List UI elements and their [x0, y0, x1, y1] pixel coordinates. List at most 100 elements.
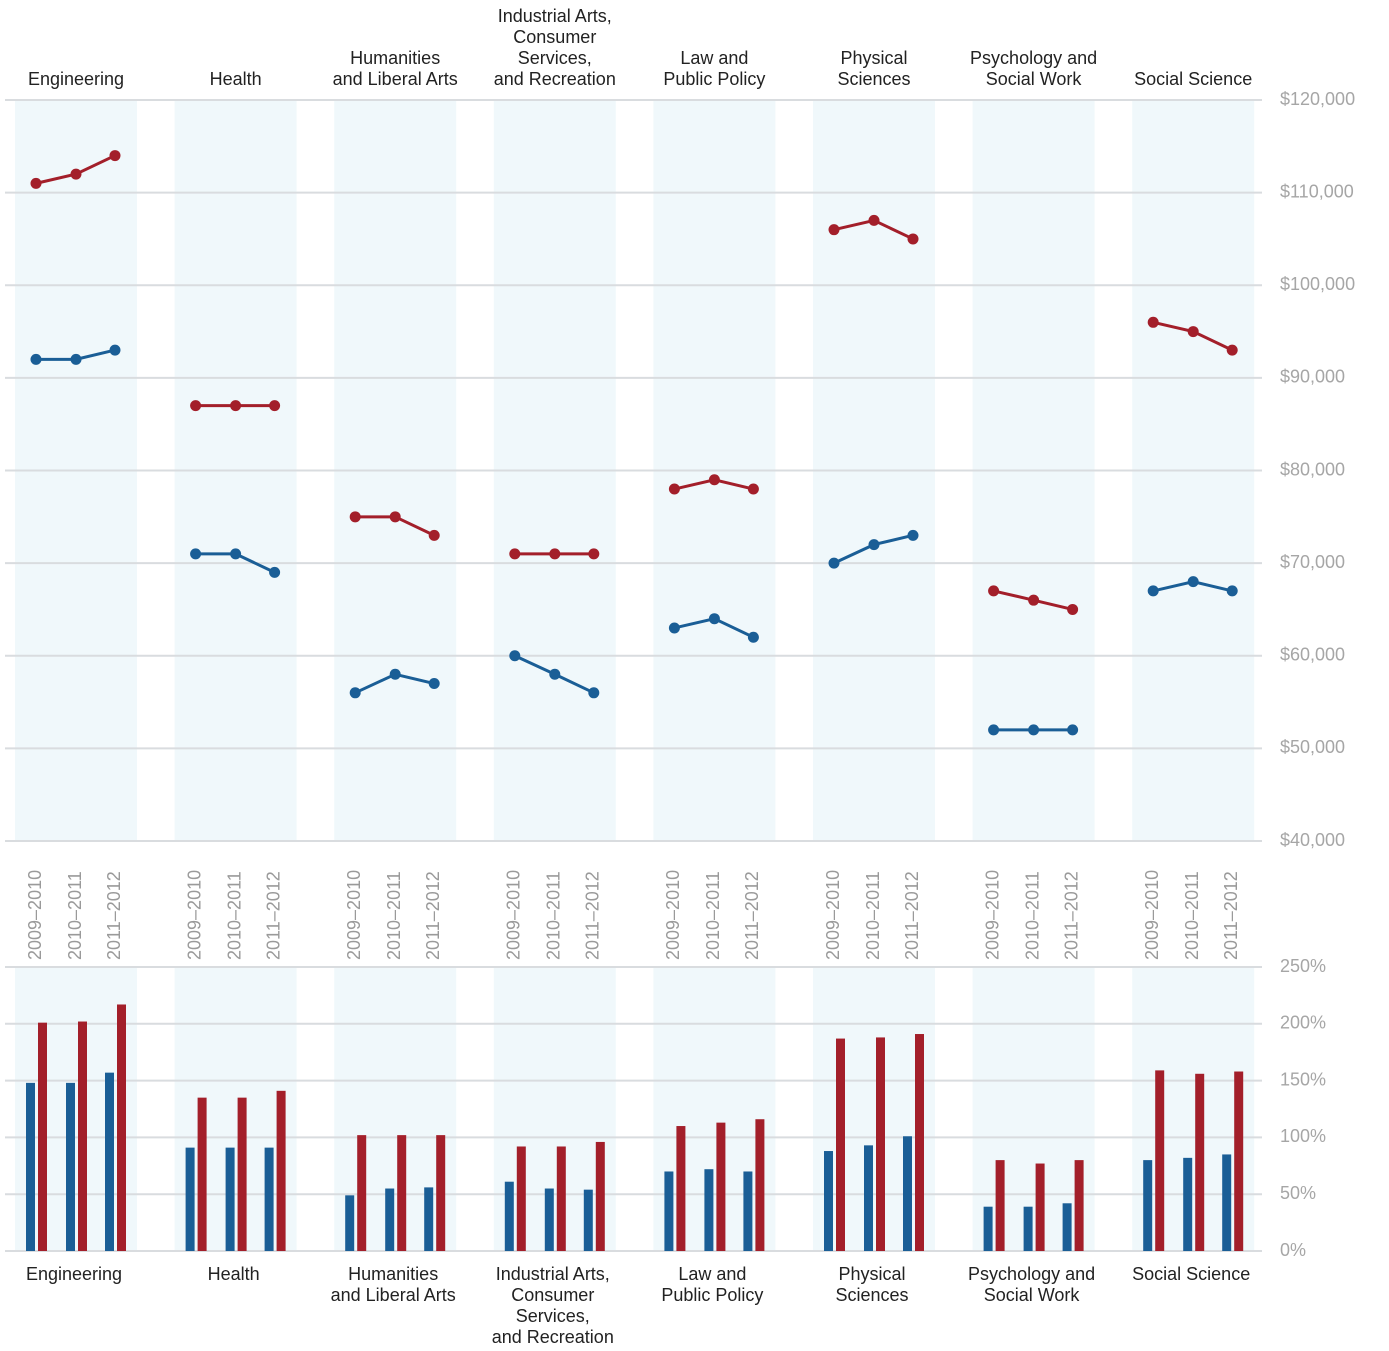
panel-band: [334, 967, 457, 1251]
x-tick-label: 2011–2012: [263, 871, 283, 960]
bar: [225, 1147, 235, 1251]
point: [269, 400, 281, 412]
y-tick-label: $100,000: [1280, 274, 1355, 294]
x-tick-label: 2010–2011: [65, 871, 85, 960]
x-tick-label: 2010–2011: [224, 871, 244, 960]
panel-title: Law and Public Policy: [661, 1264, 764, 1305]
bar: [504, 1181, 514, 1251]
x-tick-label: 2010–2011: [703, 871, 723, 960]
bar: [105, 1072, 114, 1251]
bar: [397, 1135, 407, 1251]
panel-band: [972, 967, 1095, 1251]
bar: [78, 1021, 87, 1251]
bar: [424, 1187, 434, 1251]
bar: [824, 1151, 833, 1251]
point: [988, 724, 1000, 736]
bar: [516, 1146, 526, 1251]
point: [828, 557, 840, 569]
bar: [1183, 1157, 1193, 1251]
point: [868, 214, 880, 226]
point: [269, 566, 281, 578]
y-tick-label: 150%: [1280, 1069, 1326, 1089]
bar: [237, 1097, 247, 1251]
point: [428, 678, 440, 690]
panel-title: Health: [207, 1264, 260, 1284]
panel-band: [174, 967, 297, 1251]
panel-title: Humanities and Liberal Arts: [330, 1264, 456, 1305]
x-tick-label: 2011–2012: [742, 871, 762, 960]
point: [708, 613, 720, 625]
bar: [676, 1126, 686, 1251]
bar: [276, 1090, 286, 1251]
bar: [876, 1037, 885, 1251]
point: [988, 585, 1000, 597]
bar: [185, 1147, 195, 1251]
point: [1187, 576, 1199, 588]
bar: [755, 1119, 765, 1251]
bar: [66, 1082, 75, 1251]
bar: [264, 1147, 274, 1251]
y-tick-label: $110,000: [1280, 181, 1354, 201]
point: [1067, 603, 1079, 615]
x-tick-label: 2009–2010: [823, 870, 843, 960]
panel-band: [653, 967, 776, 1251]
panel-title: Industrial Arts, Consumer Services, and …: [493, 6, 616, 89]
panel-title: Social Science: [1132, 1264, 1251, 1284]
point: [509, 650, 521, 662]
point: [30, 177, 42, 189]
x-tick-label: 2009–2010: [1142, 870, 1162, 960]
x-tick-label: 2009–2010: [504, 870, 524, 960]
x-tick-label: 2011–2012: [1061, 871, 1081, 960]
bar: [1155, 1070, 1165, 1251]
point: [428, 529, 440, 541]
point: [1147, 585, 1159, 597]
point: [747, 631, 759, 643]
x-tick-label: 2009–2010: [344, 870, 364, 960]
x-tick-label: 2011–2012: [902, 871, 922, 960]
y-tick-label: 200%: [1280, 1013, 1326, 1033]
y-tick-label: $90,000: [1280, 367, 1345, 387]
point: [509, 548, 521, 560]
bar: [556, 1146, 566, 1251]
point: [1067, 724, 1079, 736]
bar: [26, 1082, 35, 1251]
panel-title: Psychology and Social Work: [968, 1264, 1096, 1305]
bar: [1222, 1154, 1232, 1251]
y-tick-label: 250%: [1280, 956, 1326, 976]
point: [109, 150, 121, 162]
panel-band: [493, 967, 616, 1251]
bar: [1062, 1203, 1072, 1251]
y-tick-label: $40,000: [1280, 830, 1345, 850]
point: [230, 400, 242, 412]
point: [349, 511, 361, 523]
bar: [117, 1004, 126, 1251]
x-tick-label: 2010–2011: [384, 871, 404, 960]
y-tick-label: $60,000: [1280, 645, 1345, 665]
point: [1028, 594, 1040, 606]
point: [349, 687, 361, 699]
bar: [864, 1145, 873, 1251]
point: [1187, 326, 1199, 338]
point: [549, 548, 561, 560]
point: [668, 622, 680, 634]
point: [708, 474, 720, 486]
x-tick-label: 2009–2010: [982, 870, 1002, 960]
bar: [385, 1188, 395, 1251]
point: [190, 400, 202, 412]
panel-title: Social Science: [1134, 69, 1253, 89]
point: [70, 353, 82, 365]
bar: [197, 1097, 207, 1251]
point: [389, 668, 401, 680]
x-tick-label: 2010–2011: [863, 871, 883, 960]
bar: [1234, 1071, 1244, 1251]
x-tick-label: 2011–2012: [423, 871, 443, 960]
x-tick-label: 2011–2012: [583, 871, 603, 960]
y-tick-label: 50%: [1280, 1183, 1316, 1203]
x-tick-label: 2009–2010: [25, 870, 45, 960]
point: [588, 687, 600, 699]
x-tick-label: 2010–2011: [1022, 871, 1042, 960]
panel-title: Psychology and Social Work: [970, 48, 1098, 89]
point: [668, 483, 680, 495]
y-tick-label: $120,000: [1280, 89, 1355, 109]
